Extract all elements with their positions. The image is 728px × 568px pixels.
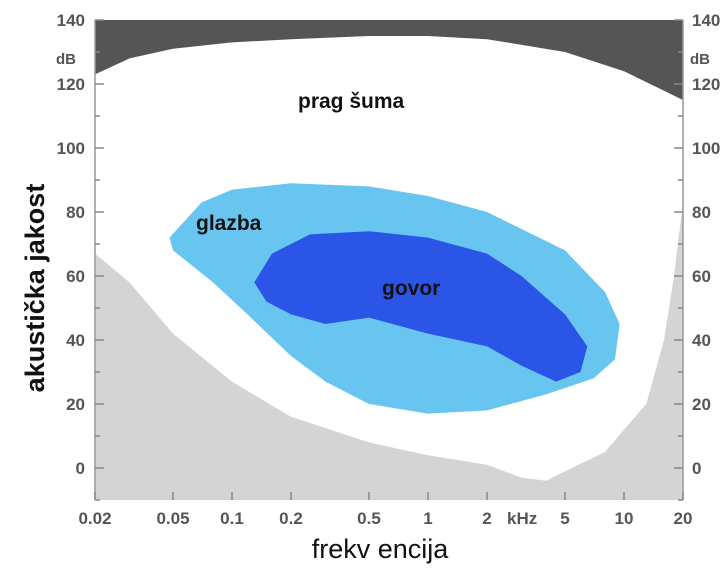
y-tick-labels-left: 0 20 40 60 80 100 120 140 — [57, 11, 85, 478]
x-tick-label: 10 — [615, 509, 634, 528]
y-tick-label-left: 60 — [66, 267, 85, 286]
speech-zone-label: govor — [382, 277, 440, 300]
axis-ticks — [94, 19, 684, 501]
y-tick-label-right: 140 — [692, 11, 720, 30]
y-tick-label-right: 0 — [692, 459, 701, 478]
y-tick-label-left: 0 — [76, 459, 85, 478]
y-tick-label-left: 120 — [57, 75, 85, 94]
y-tick-label-right: 40 — [692, 331, 711, 350]
y-tick-label-right: 100 — [692, 139, 720, 158]
y-tick-label-right: 20 — [692, 395, 711, 414]
y-tick-label-left: 100 — [57, 139, 85, 158]
hearing-threshold-zone — [95, 202, 683, 500]
x-tick-label: 0.2 — [279, 509, 303, 528]
y-tick-label-left: 80 — [66, 203, 85, 222]
x-tick-label: 0.5 — [357, 509, 381, 528]
y-tick-label-left: 40 — [66, 331, 85, 350]
x-axis-title: frekv encija — [312, 534, 450, 564]
music-zone-label: glazba — [196, 212, 262, 235]
y-tick-label-left: 140 — [57, 11, 85, 30]
y-tick-label-left: 20 — [66, 395, 85, 414]
y-tick-labels-right: 0 20 40 60 80 100 120 140 — [692, 11, 720, 478]
y-tick-label-right: 80 — [692, 203, 711, 222]
noise-threshold-zone — [95, 20, 683, 100]
x-tick-label: 2 — [482, 509, 491, 528]
y-axis-title: akustička jakost — [20, 184, 50, 393]
x-tick-labels: 0.02 0.05 0.1 0.2 0.5 1 2 5 10 20 — [78, 509, 692, 528]
y-unit-right: dB — [690, 51, 710, 68]
x-tick-label: 5 — [560, 509, 569, 528]
x-unit-label: kHz — [507, 509, 537, 528]
x-tick-label: 0.05 — [156, 509, 189, 528]
y-tick-label-right: 120 — [692, 75, 720, 94]
x-tick-label: 1 — [423, 509, 432, 528]
x-tick-label: 0.1 — [220, 509, 244, 528]
x-tick-label: 20 — [674, 509, 693, 528]
noise-zone-label: prag šuma — [298, 90, 405, 113]
y-tick-label-right: 60 — [692, 267, 711, 286]
x-tick-label: 0.02 — [78, 509, 111, 528]
y-unit-left: dB — [56, 51, 76, 68]
speech-zone — [254, 231, 588, 382]
